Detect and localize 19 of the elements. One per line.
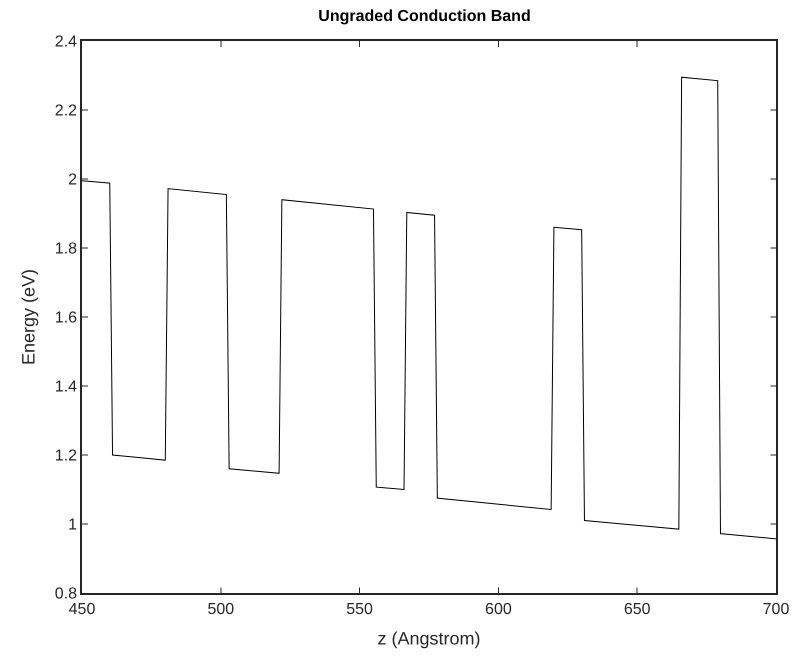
y-tick-label: 2.4 [54,34,78,51]
y-tick-label: 1.8 [54,240,78,258]
y-tick-label: 1.6 [54,310,78,327]
y-tick-label: 1.2 [54,448,78,465]
x-tick-label: 500 [207,600,234,618]
line-series [82,76,776,540]
chart-title: Ungraded Conduction Band [318,8,531,26]
y-tick-label: 1.4 [54,378,78,396]
y-tick-label: 0.8 [54,586,78,603]
y-tick-label: 1 [68,516,78,534]
x-tick-label: 550 [346,600,374,618]
x-tick-label: 700 [762,600,790,618]
x-tick-label: 600 [485,600,512,618]
x-tick-label: 450 [68,600,96,618]
x-axis-title: z (Angstrom) [377,628,481,649]
y-tick-label: 2 [68,172,78,189]
x-tick-label: 650 [624,600,651,618]
y-axis-title: Energy (eV) [18,268,38,366]
y-tick-label: 2.2 [54,102,78,120]
